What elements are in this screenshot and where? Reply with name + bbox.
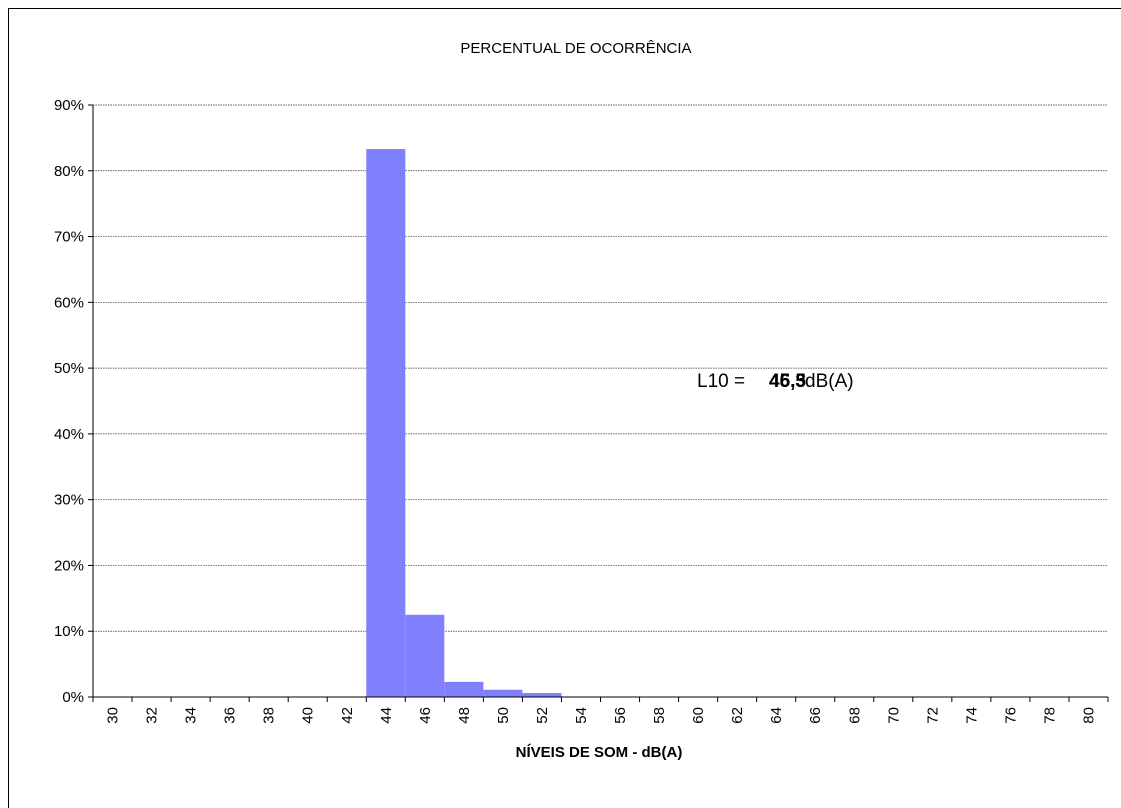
bar-46 — [405, 614, 445, 697]
x-tick-label-72: 72 — [924, 707, 941, 724]
y-tick-label-90: 90% — [54, 97, 84, 114]
l10-annotation: L10 = 46,3 45,5 dB(A) — [697, 371, 854, 392]
y-tick-label-0: 0% — [62, 689, 84, 706]
x-tick-label-70: 70 — [885, 707, 902, 724]
l10-value-primary: 46,3 — [769, 371, 806, 392]
x-tick-label-66: 66 — [807, 707, 824, 724]
x-tick-label-56: 56 — [612, 707, 629, 724]
gridlines — [93, 104, 1108, 632]
bar-52 — [522, 693, 562, 697]
bar-48 — [444, 681, 484, 697]
x-tick-label-50: 50 — [495, 707, 512, 724]
y-tick-label-20: 20% — [54, 557, 84, 574]
bar-50 — [483, 689, 523, 697]
x-tick-label-58: 58 — [651, 707, 668, 724]
x-tick-label-60: 60 — [690, 707, 707, 724]
l10-label: L10 = — [697, 371, 745, 392]
x-tick-label-74: 74 — [963, 707, 980, 724]
x-tick-label-64: 64 — [768, 707, 785, 724]
x-tick-label-42: 42 — [339, 707, 356, 724]
y-tick-label-60: 60% — [54, 294, 84, 311]
bars — [366, 149, 562, 697]
axes — [88, 104, 1109, 702]
x-tick-label-30: 30 — [105, 707, 122, 724]
x-tick-label-68: 68 — [846, 707, 863, 724]
chart-title: PERCENTUAL DE OCORRÊNCIA — [460, 40, 691, 57]
x-tick-label-32: 32 — [144, 707, 161, 724]
x-tick-label-62: 62 — [729, 707, 746, 724]
chart-frame: PERCENTUAL DE OCORRÊNCIA 0% 10% 20% 30% 40% 5… — [8, 8, 1121, 808]
y-tick-labels: 0% 10% 20% 30% 40% 50% 60% 70% 80% 90% — [54, 97, 84, 706]
x-tick-label-80: 80 — [1080, 707, 1097, 724]
bar-44 — [366, 149, 406, 697]
y-tick-label-80: 80% — [54, 163, 84, 180]
l10-value-overlap: 45,5 — [769, 371, 806, 392]
x-tick-label-76: 76 — [1002, 707, 1019, 724]
y-tick-label-40: 40% — [54, 426, 84, 443]
x-axis-label: NÍVEIS DE SOM - dB(A) — [516, 744, 683, 761]
y-tick-label-50: 50% — [54, 360, 84, 377]
x-tick-label-44: 44 — [378, 707, 395, 724]
x-tick-label-78: 78 — [1041, 707, 1058, 724]
y-tick-label-70: 70% — [54, 229, 84, 246]
x-tick-label-52: 52 — [534, 707, 551, 724]
x-tick-label-34: 34 — [183, 707, 200, 724]
x-tick-label-36: 36 — [222, 707, 239, 724]
x-tick-label-54: 54 — [573, 707, 590, 724]
x-tick-label-46: 46 — [417, 707, 434, 724]
x-tick-label-48: 48 — [456, 707, 473, 724]
histogram-chart: PERCENTUAL DE OCORRÊNCIA 0% 10% 20% 30% 40% 5… — [54, 40, 1109, 761]
x-tick-labels: 30 32 34 36 38 40 42 44 46 48 50 52 54 56 58 60 62 64 66 68… — [105, 707, 1098, 724]
x-tick-label-40: 40 — [300, 707, 317, 724]
x-tick-label-38: 38 — [261, 707, 278, 724]
y-tick-label-30: 30% — [54, 492, 84, 509]
l10-unit: dB(A) — [805, 371, 854, 392]
y-tick-label-10: 10% — [54, 623, 84, 640]
